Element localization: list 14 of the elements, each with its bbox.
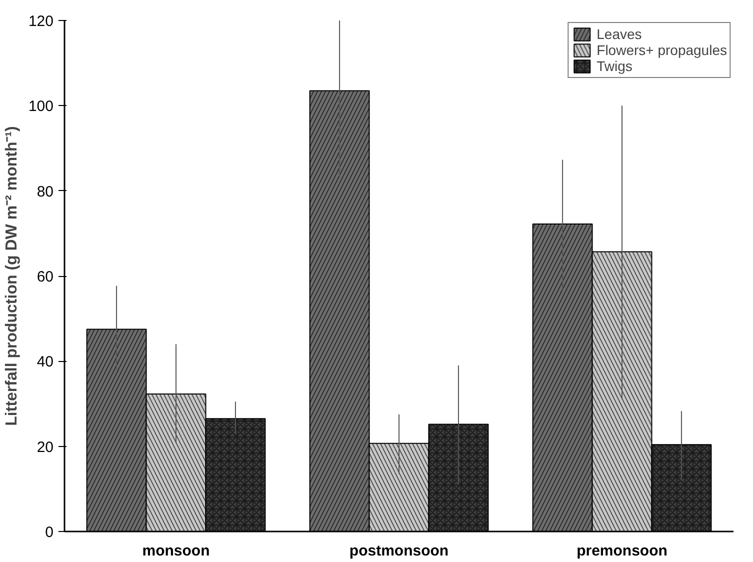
y-tick-label: 120 [28, 13, 54, 30]
y-tick-label: 40 [36, 354, 54, 371]
y-axis-title: Litterfall production (g DW m⁻² month⁻¹) [3, 126, 20, 426]
y-tick-label: 100 [28, 98, 54, 116]
legend-label: Twigs [596, 58, 632, 74]
y-tick-label: 80 [36, 183, 54, 200]
x-tick-label: postmonsoon [349, 542, 449, 560]
legend-label: Flowers+ propagules [596, 42, 727, 58]
x-tick-label: monsoon [142, 542, 210, 560]
legend-label: Leaves [596, 26, 642, 42]
y-tick-label: 20 [36, 438, 54, 456]
y-tick-label: 60 [36, 268, 54, 286]
x-tick-label: premonsoon [576, 542, 668, 560]
y-tick-label: 0 [45, 524, 54, 541]
